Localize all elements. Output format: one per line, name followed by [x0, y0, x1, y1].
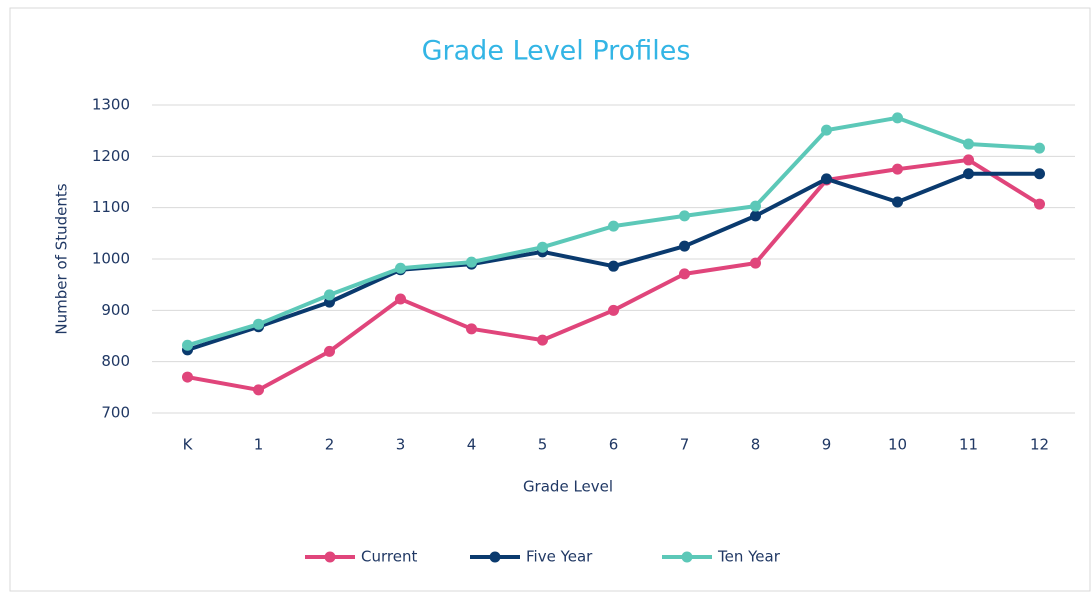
x-tick-label: 8 [751, 436, 761, 454]
data-point [537, 241, 548, 253]
x-tick-label: 12 [1030, 436, 1049, 454]
data-point [963, 138, 974, 150]
x-tick-label: 4 [467, 436, 477, 454]
x-tick-label: 6 [609, 436, 619, 454]
data-point [963, 168, 974, 180]
data-point [750, 257, 761, 269]
data-point [750, 210, 761, 222]
x-tick-label: 2 [325, 436, 335, 454]
data-point [750, 200, 761, 212]
data-point [1034, 198, 1045, 210]
legend-marker [324, 551, 336, 563]
chart-title: Grade Level Profiles [422, 36, 691, 67]
legend-label: Ten Year [717, 548, 781, 566]
legend-label: Five Year [526, 548, 593, 566]
x-tick-label: 1 [254, 436, 264, 454]
data-point [537, 334, 548, 346]
data-point [466, 323, 477, 335]
x-tick-label: K [183, 436, 194, 454]
y-tick-label: 700 [101, 404, 130, 422]
data-point [395, 293, 406, 305]
x-tick-label: 11 [959, 436, 978, 454]
data-point [963, 154, 974, 166]
x-tick-label: 9 [822, 436, 832, 454]
data-point [608, 260, 619, 272]
data-point [892, 163, 903, 175]
data-point [1034, 142, 1045, 154]
data-point [395, 262, 406, 274]
data-point [253, 384, 264, 396]
data-point [182, 339, 193, 351]
x-tick-label: 5 [538, 436, 548, 454]
x-axis-label: Grade Level [523, 478, 613, 496]
data-point [324, 345, 335, 357]
data-point [608, 304, 619, 316]
data-point [182, 371, 193, 383]
data-point [679, 240, 690, 252]
data-point [821, 173, 832, 185]
y-tick-label: 1000 [92, 250, 130, 268]
x-tick-label: 10 [888, 436, 907, 454]
y-axis-label: Number of Students [53, 183, 71, 334]
y-tick-label: 900 [101, 301, 130, 319]
data-point [1034, 168, 1045, 180]
legend-marker [489, 551, 501, 563]
data-point [324, 289, 335, 301]
y-tick-label: 800 [101, 352, 130, 370]
chart-frame [9, 7, 1091, 592]
data-point [679, 210, 690, 222]
y-tick-label: 1300 [92, 96, 130, 114]
data-point [821, 124, 832, 136]
data-point [892, 196, 903, 208]
data-point [679, 268, 690, 280]
x-tick-label: 3 [396, 436, 406, 454]
y-tick-label: 1200 [92, 147, 130, 165]
legend-marker [681, 551, 693, 563]
data-point [892, 112, 903, 124]
data-point [466, 256, 477, 268]
x-tick-label: 7 [680, 436, 690, 454]
data-point [608, 220, 619, 232]
data-point [253, 318, 264, 330]
legend-label: Current [361, 548, 417, 566]
y-tick-label: 1100 [92, 198, 130, 216]
